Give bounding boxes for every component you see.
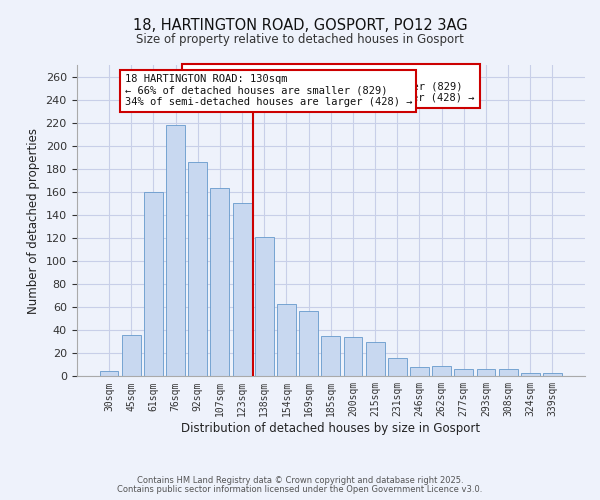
Text: 18 HARTINGTON ROAD: 130sqm
← 66% of detached houses are smaller (829)
34% of sem: 18 HARTINGTON ROAD: 130sqm ← 66% of deta… (125, 74, 412, 108)
Bar (476, 370, 496, 376)
Bar (255, 237, 274, 376)
Bar (344, 337, 362, 376)
Bar (388, 358, 407, 376)
Text: Contains HM Land Registry data © Crown copyright and database right 2025.: Contains HM Land Registry data © Crown c… (137, 476, 463, 485)
Bar (410, 367, 429, 376)
Bar (211, 188, 229, 376)
Bar (188, 162, 207, 376)
Bar (166, 125, 185, 376)
Bar (521, 373, 540, 376)
Bar (365, 342, 385, 376)
Bar (144, 192, 163, 376)
Bar (432, 366, 451, 376)
Bar (322, 336, 340, 376)
Y-axis label: Number of detached properties: Number of detached properties (27, 128, 40, 314)
Bar (454, 370, 473, 376)
Bar (277, 304, 296, 376)
Bar (122, 335, 140, 376)
Text: Size of property relative to detached houses in Gosport: Size of property relative to detached ho… (136, 32, 464, 46)
Text: Contains public sector information licensed under the Open Government Licence v3: Contains public sector information licen… (118, 485, 482, 494)
Text: 18 HARTINGTON ROAD: 130sqm
← 66% of detached houses are smaller (829)
34% of sem: 18 HARTINGTON ROAD: 130sqm ← 66% of deta… (187, 70, 475, 103)
Text: 18, HARTINGTON ROAD, GOSPORT, PO12 3AG: 18, HARTINGTON ROAD, GOSPORT, PO12 3AG (133, 18, 467, 32)
Bar (299, 310, 318, 376)
Bar (100, 370, 118, 376)
Bar (499, 370, 518, 376)
Bar (233, 204, 251, 376)
X-axis label: Distribution of detached houses by size in Gosport: Distribution of detached houses by size … (181, 422, 481, 435)
Bar (543, 373, 562, 376)
